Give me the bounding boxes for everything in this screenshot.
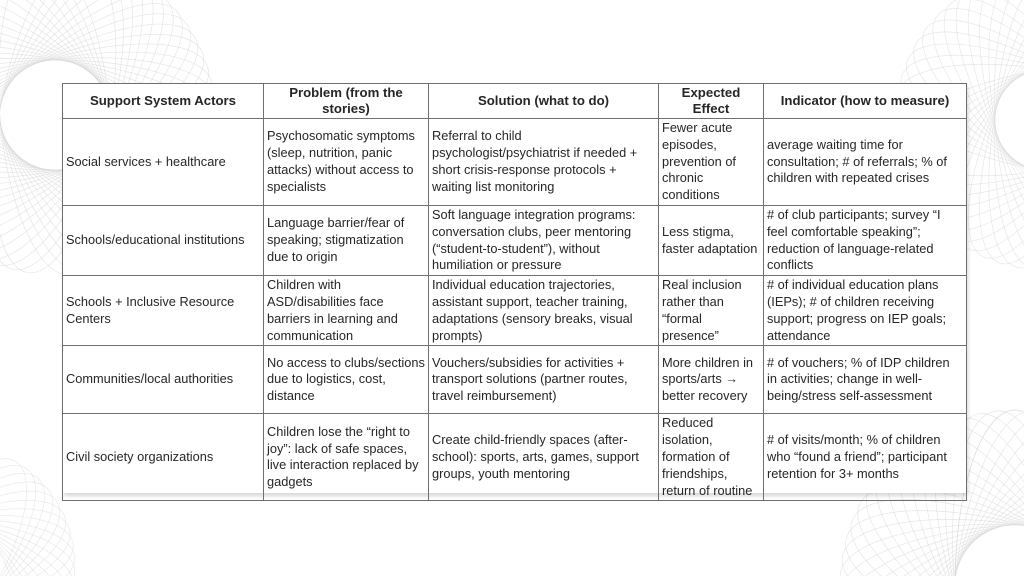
table-row: Social services + healthcare Psychosomati…: [62, 118, 967, 206]
table-cell-r2-c1: Children with ASD/disabilities face barr…: [263, 275, 429, 347]
table-cell-r0-c4: average waiting time for consultation; #…: [763, 118, 967, 206]
table-row: Schools + Inclusive Resource Centers Chil…: [62, 275, 967, 347]
table-cell-r4-c3: Reduced isolation, formation of friendsh…: [658, 413, 764, 502]
table-header-row: Support System Actors Problem (from the s…: [62, 83, 967, 119]
table-cell-r2-c4: # of individual education plans (IEPs); …: [763, 275, 967, 347]
header-cell-1: Problem (from the stories): [263, 83, 429, 119]
table-cell-r2-c3: Real inclusion rather than “formal prese…: [658, 275, 764, 347]
table-cell-r3-c1: No access to clubs/sections due to logis…: [263, 345, 429, 415]
table-cell-r2-c2: Individual education trajectories, assis…: [428, 275, 659, 347]
table-cell-r1-c1: Language barrier/fear of speaking; stigm…: [263, 204, 429, 277]
support-matrix-table: Support System Actors Problem (from the s…: [62, 83, 967, 502]
table-row: Communities/local authorities No access t…: [62, 345, 967, 415]
table-cell-r0-c0: Social services + healthcare: [62, 118, 264, 206]
table-cell-r3-c2: Vouchers/subsidies for activities + tran…: [428, 345, 659, 415]
header-cell-4: Indicator (how to measure): [763, 83, 967, 119]
table-cell-r4-c0: Civil society organizations: [62, 413, 264, 502]
table-cell-r0-c3: Fewer acute episodes, prevention of chro…: [658, 118, 764, 206]
table-cell-r3-c3: More children in sports/arts → better re…: [658, 345, 764, 415]
header-cell-2: Solution (what to do): [428, 83, 659, 119]
table-cell-r1-c0: Schools/educational institutions: [62, 204, 264, 277]
table-cell-r4-c1: Children lose the “right to joy”: lack o…: [263, 413, 429, 502]
header-cell-3: Expected Effect: [658, 83, 764, 119]
table-cell-r1-c3: Less stigma, faster adaptation: [658, 204, 764, 277]
header-cell-0: Support System Actors: [62, 83, 264, 119]
table-cell-r2-c0: Schools + Inclusive Resource Centers: [62, 275, 264, 347]
table-cell-r4-c4: # of visits/month; % of children who “fo…: [763, 413, 967, 502]
table-cell-r3-c4: # of vouchers; % of IDP children in acti…: [763, 345, 967, 415]
table-cell-r1-c4: # of club participants; survey “I feel c…: [763, 204, 967, 277]
table: Support System Actors Problem (from the s…: [62, 83, 967, 502]
table-cell-r0-c2: Referral to child psychologist/psychiatr…: [428, 118, 659, 206]
table-cell-r4-c2: Create child-friendly spaces (after-scho…: [428, 413, 659, 502]
table-cell-r0-c1: Psychosomatic symptoms (sleep, nutrition…: [263, 118, 429, 206]
table-row: Schools/educational institutions Language…: [62, 204, 967, 277]
table-cell-r1-c2: Soft language integration programs: conv…: [428, 204, 659, 277]
table-row: Civil society organizations Children lose…: [62, 413, 967, 502]
table-cell-r3-c0: Communities/local authorities: [62, 345, 264, 415]
